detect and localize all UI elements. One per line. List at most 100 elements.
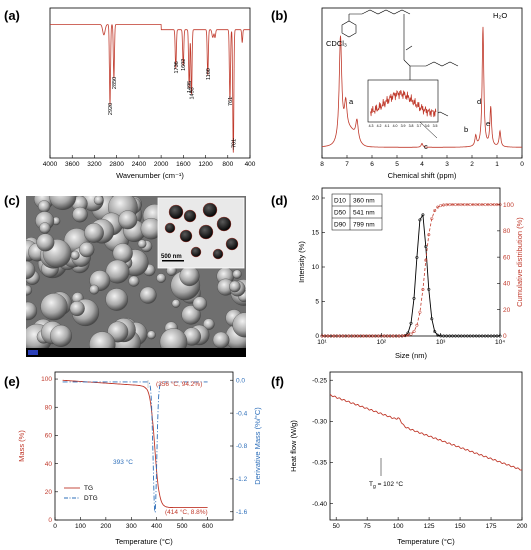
y-axis-label-right-d: Cumulative distribution (%) (515, 217, 524, 307)
nmr-spectrum-line (321, 26, 522, 148)
tem-particle (225, 237, 239, 251)
legend-label-tg: TG (84, 485, 93, 492)
tem-particle (202, 202, 218, 218)
peak-label-701: 701 (231, 139, 237, 148)
y-tick-right-d-80-label: 80 (503, 228, 511, 235)
table-value-d90: 799 nm (353, 222, 375, 229)
x-tick-e-300-label: 300 (126, 523, 137, 530)
x-tick-d-0-label: 10¹ (317, 339, 327, 346)
annotation-dtg-peak: 393 °C (113, 458, 133, 466)
dtg-curve (62, 381, 208, 513)
inset-tick-4.3: 4.3 (369, 124, 374, 128)
ftir-spectrum-line (50, 24, 250, 153)
panel-label-a: (a) (4, 8, 20, 23)
table-name-d90: D90 (334, 222, 346, 229)
annotation-onset: (356 °C, 94.2%) (156, 380, 202, 388)
cumulative-point (347, 334, 351, 338)
cumulative-point (364, 334, 369, 338)
cumulative-point (400, 334, 404, 338)
y-axis-label-f: Heat flow (W/g) (289, 420, 298, 472)
tem-inset: 500 nm (157, 197, 245, 269)
cumulative-point (353, 334, 357, 338)
intensity-point (436, 333, 440, 337)
cumulative-point (379, 334, 383, 338)
inset-tick-4.1: 4.1 (385, 124, 390, 128)
sem-particle (147, 330, 156, 340)
x-tick-e-100-label: 100 (75, 523, 86, 530)
intensity-point (450, 334, 455, 338)
intensity-point (421, 213, 425, 217)
x-ticks-a: 4000 3600 3200 2800 2400 2000 1600 1200 800 400 (43, 155, 256, 168)
nmr-peak-labels: CDCl₃ a c b H₂O d e (326, 11, 507, 151)
nmr-peak-label-4: b (464, 125, 468, 134)
sem-particle (93, 196, 104, 206)
x-tick-a-3200-label: 3200 (87, 161, 102, 168)
cumulative-point (448, 203, 452, 207)
y-tick-right-d-0-label: 0 (503, 333, 507, 340)
peak-label-1736: 1736 (174, 61, 180, 73)
x-tick-d-2-label: 10³ (436, 339, 446, 346)
y-axis-label-right-e: Derivative Mass (%/°C) (253, 407, 262, 485)
sem-particle (139, 286, 157, 304)
x-tick-b-6-label: 6 (370, 161, 374, 168)
x-tick-f-200-label: 200 (517, 523, 528, 530)
sem-particle (89, 331, 116, 348)
panel-label-c: (c) (4, 193, 20, 208)
y-tick-right-d-40-label: 40 (503, 281, 511, 288)
nmr-peak-label-1: a (349, 97, 354, 106)
inset-tick-3.6: 3.6 (425, 124, 430, 128)
panel-label-b: (b) (271, 8, 288, 23)
sem-particle (40, 293, 68, 321)
panel-label-e: (e) (4, 374, 20, 389)
y-tick-right-d-60-label: 60 (503, 254, 511, 261)
cumulative-point (359, 334, 363, 338)
x-axis-label-d: Size (nm) (395, 351, 428, 360)
intensity-point (453, 334, 458, 338)
sem-logo (28, 350, 38, 355)
intensity-point (498, 334, 502, 338)
sem-particle (79, 241, 95, 258)
cumulative-point (492, 203, 496, 207)
sem-particle (181, 305, 201, 325)
cumulative-point (332, 334, 336, 338)
annotation-tg: Tg = 102 °C (369, 480, 403, 490)
sem-particle (84, 223, 104, 243)
x-tick-f-175-label: 175 (486, 523, 497, 530)
x-axis-label-e: Temperature (°C) (115, 537, 173, 546)
cumulative-point (442, 203, 446, 207)
y-tick-right-d-20-label: 20 (503, 307, 511, 314)
x-tick-b-7-label: 7 (345, 161, 349, 168)
size-table: D10 360 nm D50 541 nm D90 799 nm (331, 193, 383, 231)
cumulative-point (498, 203, 502, 207)
cumulative-point (320, 334, 324, 338)
cumulative-point (385, 334, 389, 338)
cumulative-point (445, 203, 449, 207)
x-tick-b-5-label: 5 (395, 161, 399, 168)
peak-label-2920: 2920 (108, 103, 114, 115)
cumulative-point (335, 334, 339, 338)
cumulative-point (468, 203, 472, 207)
sem-particle (49, 196, 77, 210)
tem-particles (164, 202, 239, 260)
intensity-point (456, 334, 461, 338)
x-tick-f-125-label: 125 (424, 523, 435, 530)
cumulative-point (344, 334, 348, 338)
sem-particle (128, 275, 140, 287)
cumulative-point (453, 203, 458, 207)
peak-label-1160: 1160 (206, 68, 212, 80)
cumulative-point (477, 203, 481, 207)
cumulative-point (462, 203, 466, 207)
cumulative-point (367, 334, 372, 338)
sem-particle (70, 250, 80, 260)
sem-particle (232, 269, 242, 279)
x-tick-b-8-label: 8 (320, 161, 324, 168)
cumulative-point (373, 334, 377, 338)
cumulative-point (430, 217, 434, 221)
sem-particle (156, 273, 166, 283)
cumulative-point (418, 310, 422, 314)
cumulative-point (459, 203, 463, 207)
peak-label-1602: 1602 (181, 59, 187, 71)
cumulative-point (361, 334, 366, 338)
table-value-d50: 541 nm (353, 210, 375, 217)
cumulative-point (323, 334, 327, 338)
